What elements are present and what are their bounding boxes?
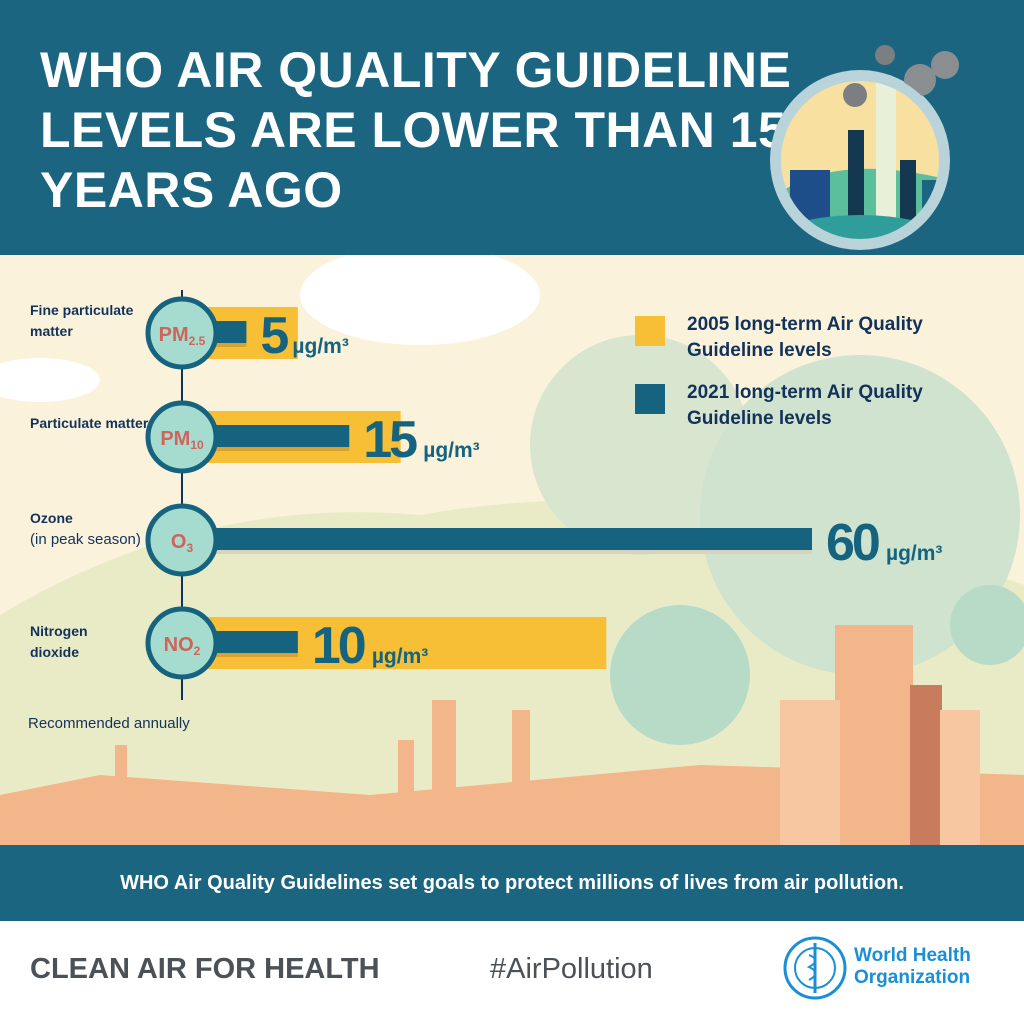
row-label-text: Particulate matter	[30, 415, 149, 431]
header: WHO AIR QUALITY GUIDELINE LEVELS ARE LOW…	[0, 0, 1024, 255]
landscape-background	[0, 255, 1024, 845]
factory-illustration-icon	[770, 45, 959, 250]
pollutant-badge	[145, 296, 219, 370]
row-label-pm10: Particulate matter	[30, 413, 150, 434]
who-name: World Health Organization	[854, 945, 971, 988]
value-label: 15	[363, 411, 417, 469]
row-label-ozone: Ozone (in peak season)	[30, 508, 150, 550]
legend-item-2021: 2021 long-term Air Quality Guideline lev…	[635, 380, 997, 432]
page-title: WHO AIR QUALITY GUIDELINE LEVELS ARE LOW…	[40, 42, 792, 218]
unit-label: µg/m³	[886, 542, 942, 565]
row-label-subtext: (in peak season)	[30, 531, 141, 548]
row-label-text: Nitrogen dioxide	[30, 623, 88, 660]
footer: CLEAN AIR FOR HEALTH #AirPollution World…	[0, 921, 1024, 1024]
banner-message: WHO Air Quality Guidelines set goals to …	[0, 845, 1024, 921]
pollutant-badge	[145, 606, 219, 680]
bar-2021	[195, 528, 812, 550]
pollutant-badge	[145, 400, 219, 474]
legend-item-2005: 2005 long-term Air Quality Guideline lev…	[635, 312, 997, 364]
who-emblem-icon	[783, 936, 847, 1000]
value-label: 5	[260, 307, 288, 365]
pollutant-badge	[145, 503, 219, 577]
unit-label: µg/m³	[423, 439, 479, 462]
campaign-tagline: CLEAN AIR FOR HEALTH	[30, 953, 380, 985]
row-label-text: Fine particulate matter	[30, 302, 134, 339]
value-label: 10	[312, 617, 365, 675]
row-label-no2: Nitrogen dioxide	[30, 621, 120, 663]
value-label: 60	[826, 514, 879, 572]
bar-2021	[195, 425, 350, 447]
row-label-text: Ozone	[30, 510, 73, 526]
legend-label: 2005 long-term Air Quality Guideline lev…	[687, 314, 923, 361]
footnote: Recommended annually	[28, 715, 190, 732]
who-logo: World Health Organization	[782, 935, 1012, 1005]
legend-swatch	[635, 316, 665, 346]
unit-label: µg/m³	[292, 335, 348, 358]
unit-label: µg/m³	[372, 645, 428, 668]
hashtag: #AirPollution	[490, 953, 653, 985]
bar-2021	[195, 631, 298, 653]
row-label-pm25: Fine particulate matter	[30, 300, 150, 342]
legend-swatch	[635, 384, 665, 414]
legend-label: 2021 long-term Air Quality Guideline lev…	[687, 382, 923, 429]
chart-area: PM2.5 5 µg/m³ PM10 15 µg/m³ O3 60 µg/m³ NO2 10 µg/m…	[0, 255, 1024, 845]
